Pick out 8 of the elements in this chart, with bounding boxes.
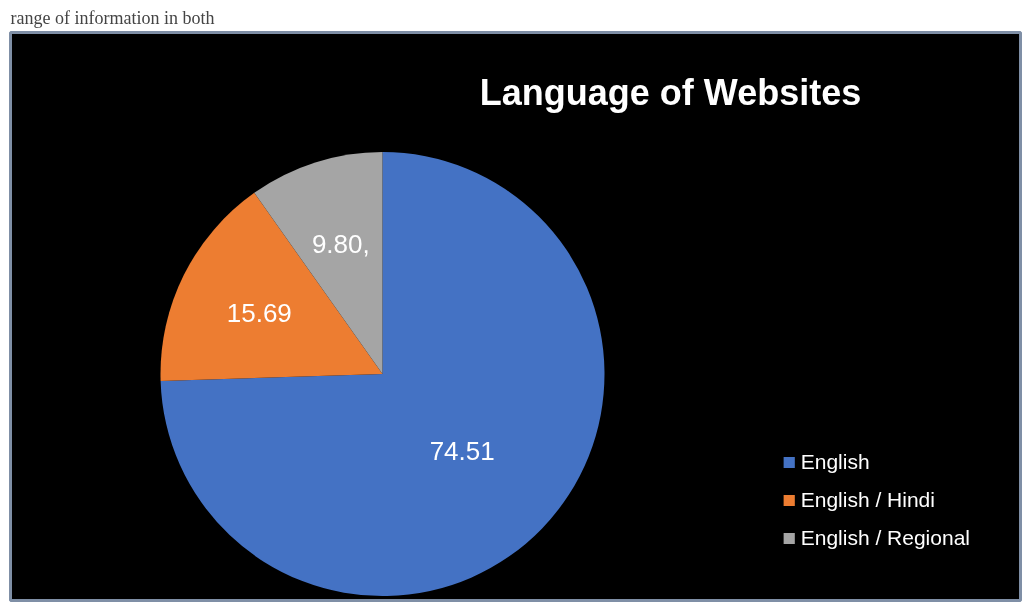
data-label: 9.80, — [311, 228, 370, 259]
text: range of information in both — [10, 7, 215, 28]
chart-title: Language of Websites — [479, 71, 862, 113]
legend-label: English — [800, 450, 870, 474]
legend-label: English / Hindi — [800, 488, 935, 512]
data-label: 15.69 — [226, 298, 292, 329]
legend-label: English / Regional — [800, 526, 970, 550]
data-label: 74.51 — [429, 435, 495, 466]
